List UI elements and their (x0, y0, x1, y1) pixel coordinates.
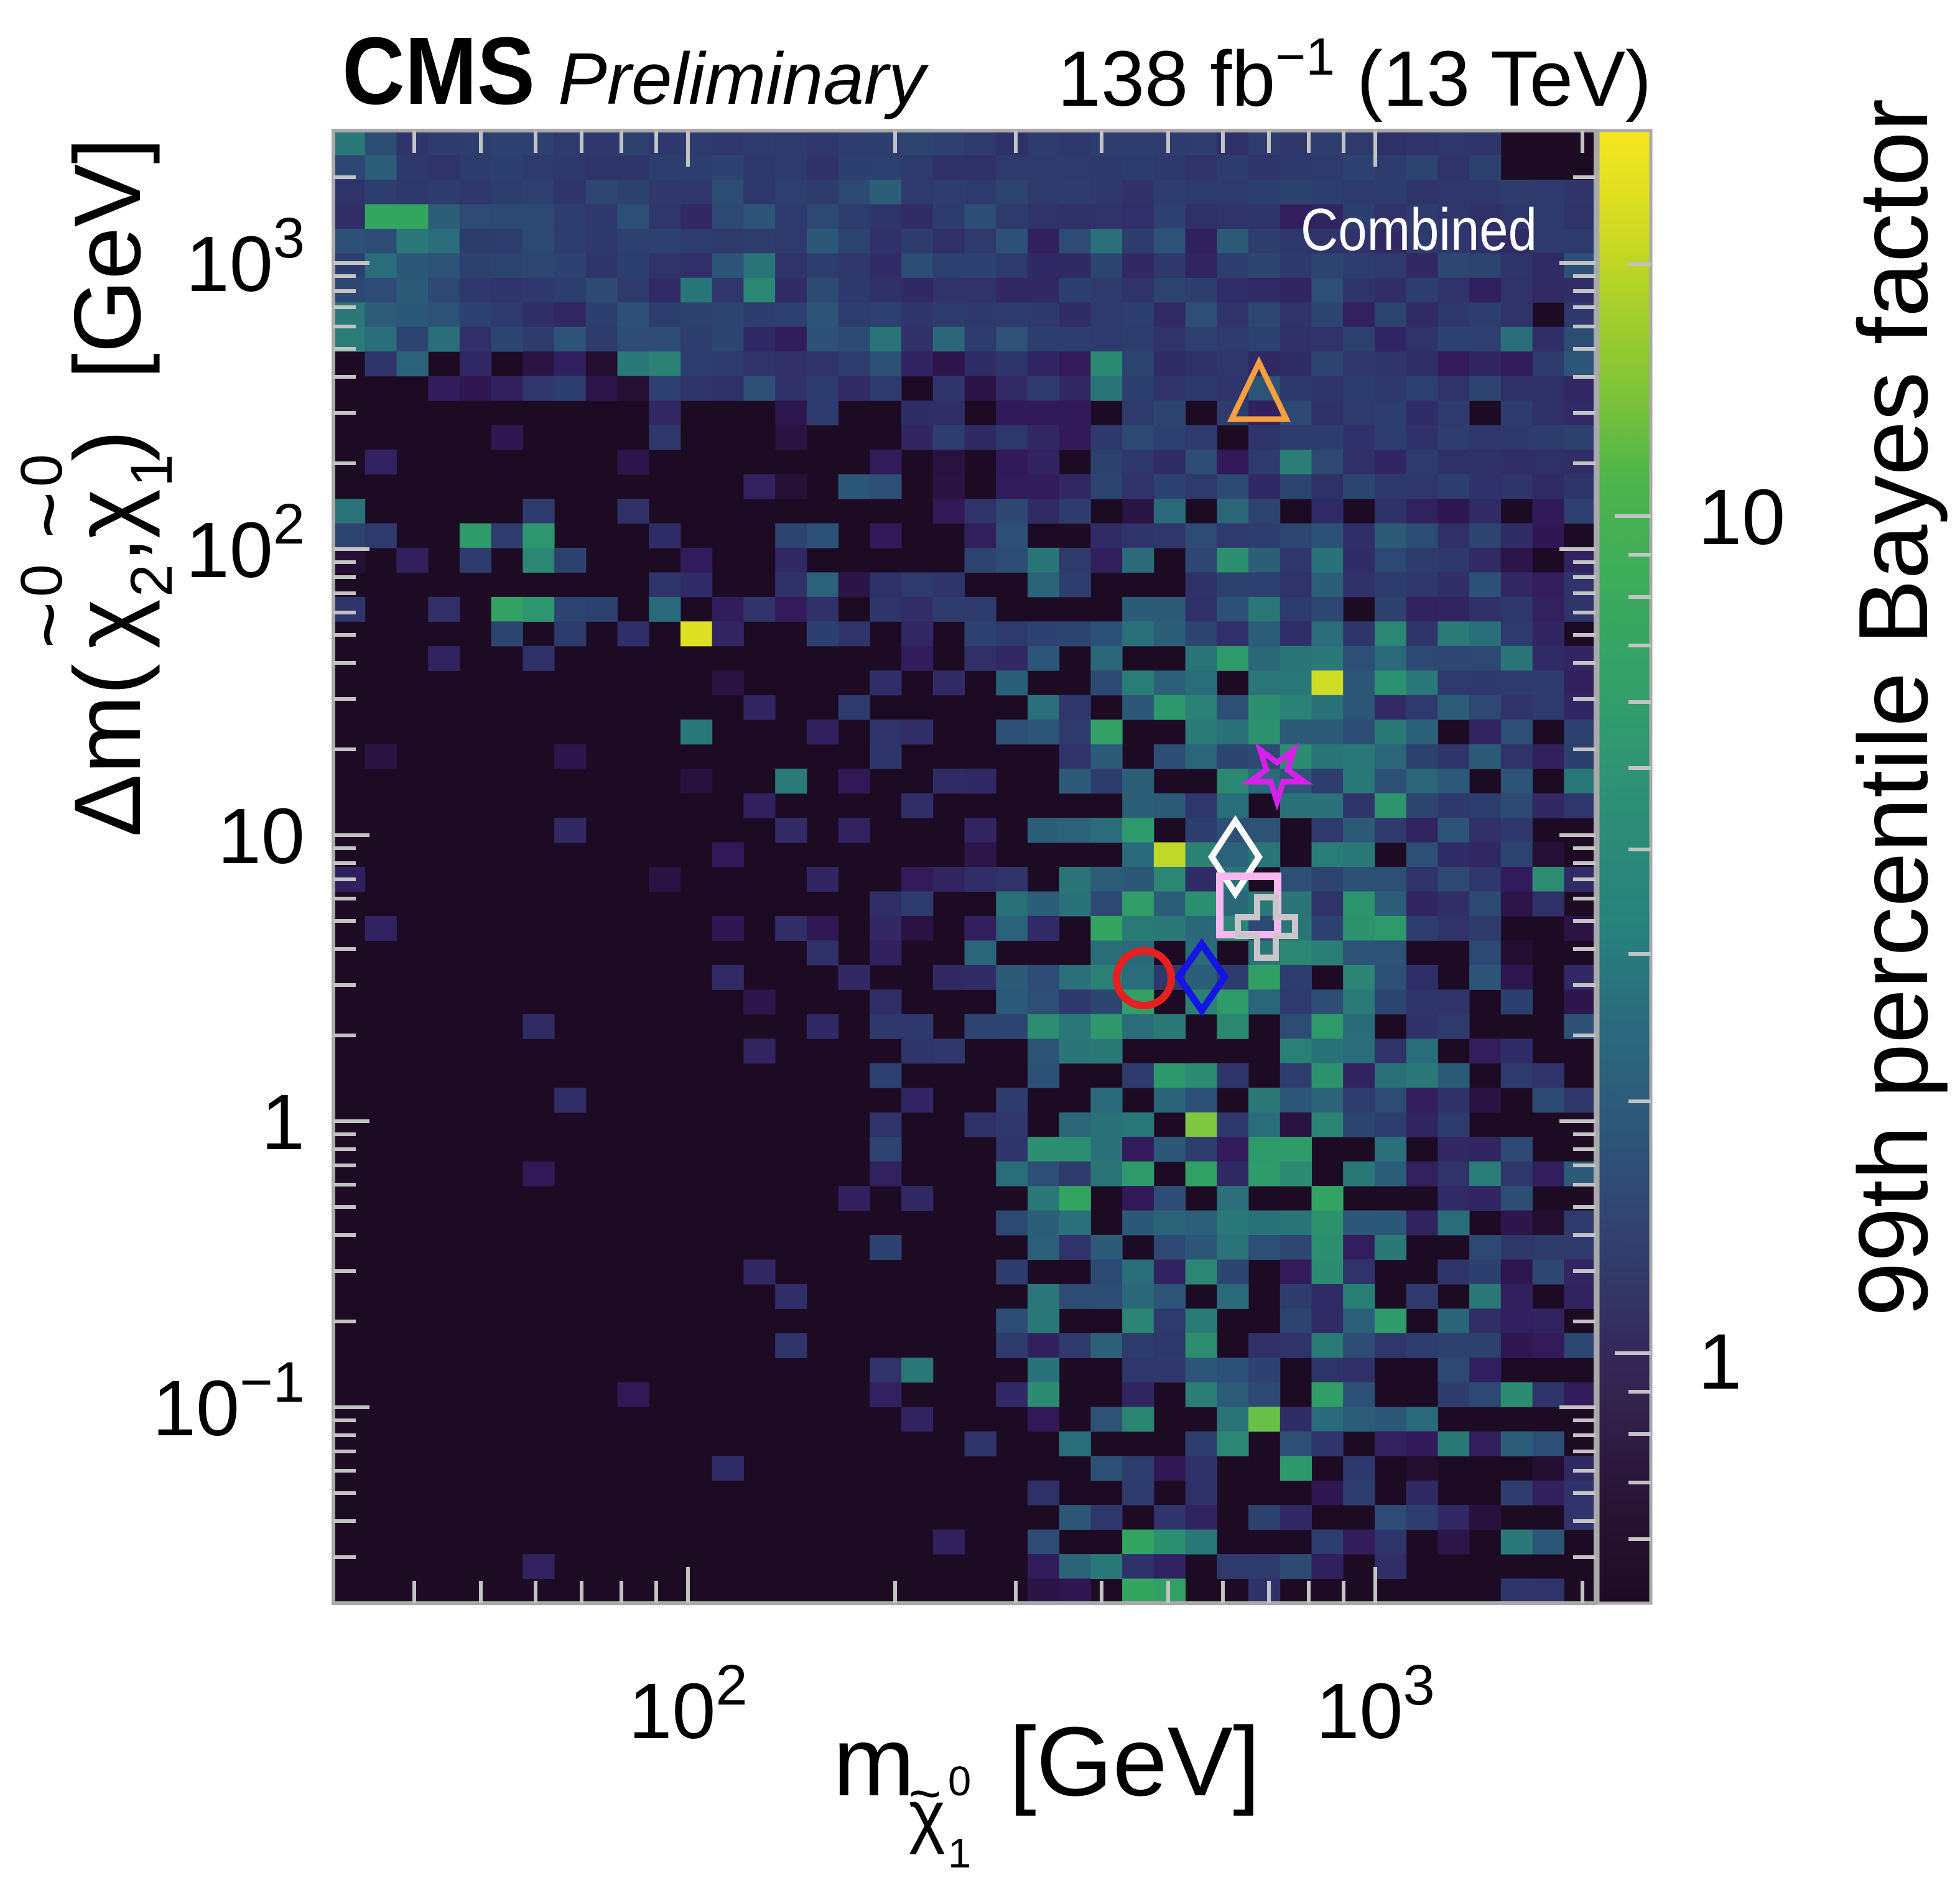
svg-text:103: 103 (186, 206, 305, 308)
svg-text:[GeV]: [GeV] (55, 137, 160, 379)
svg-text:Δm(: Δm( (55, 664, 160, 837)
svg-text:2: 2 (119, 564, 185, 597)
svg-text:138 fb−1 (13 TeV): 138 fb−1 (13 TeV) (1057, 27, 1651, 123)
svg-text:10: 10 (1698, 473, 1785, 561)
svg-text:m: m (833, 1707, 915, 1816)
svg-text:1: 1 (1698, 1318, 1742, 1405)
svg-text:10: 10 (218, 792, 305, 880)
svg-text:102: 102 (186, 493, 305, 594)
svg-text:10−1: 10−1 (152, 1351, 305, 1452)
svg-text:χ: χ (909, 1777, 945, 1854)
svg-text:[GeV]: [GeV] (1009, 1707, 1260, 1816)
svg-text:~: ~ (2, 601, 93, 649)
svg-text:~: ~ (2, 491, 93, 539)
svg-text:,: , (55, 537, 160, 563)
svg-text:99th percentile Bayes factor: 99th percentile Bayes factor (1839, 99, 1948, 1317)
svg-text:χ: χ (55, 489, 160, 539)
svg-text:1: 1 (119, 454, 185, 487)
svg-text:0: 0 (9, 564, 75, 597)
svg-text:1: 1 (261, 1078, 305, 1166)
svg-text:1: 1 (948, 1830, 971, 1877)
svg-text:Preliminary: Preliminary (558, 38, 929, 120)
svg-text:Combined: Combined (1301, 197, 1537, 263)
svg-text:102: 102 (628, 1654, 747, 1755)
svg-text:0: 0 (948, 1758, 971, 1805)
svg-text:): ) (55, 430, 160, 461)
svg-text:χ: χ (55, 599, 160, 649)
svg-text:CMS: CMS (342, 17, 535, 124)
svg-text:0: 0 (9, 454, 75, 487)
svg-text:~: ~ (909, 1763, 942, 1825)
